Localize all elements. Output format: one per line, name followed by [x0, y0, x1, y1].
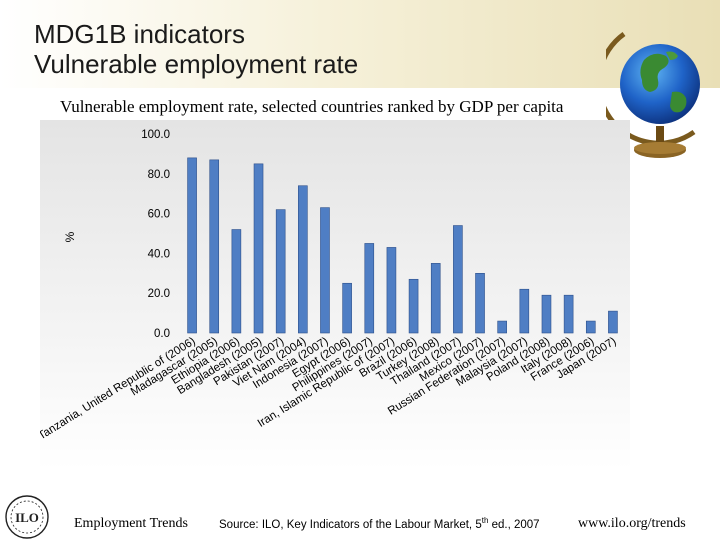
y-axis-label: %	[63, 231, 77, 242]
bar	[541, 294, 552, 334]
bar	[453, 225, 463, 334]
vulnerable-employment-chart: % 0.0 20.0 40.0 60.0 80.0 100.0 Tanzania, Unite…	[40, 129, 619, 442]
bar	[497, 320, 507, 334]
footer-source-main: Source: ILO, Key Indicators of the Labou…	[219, 518, 482, 531]
ilo-logo-icon: ILO	[5, 495, 49, 539]
bar	[209, 159, 220, 334]
bar	[563, 294, 574, 334]
footer-source-end: ed., 2007	[488, 518, 540, 531]
chart-title: Vulnerable employment rate, selected cou…	[60, 97, 564, 116]
bar	[298, 185, 308, 334]
bar	[187, 157, 197, 334]
bar	[386, 247, 397, 334]
y-tick-label: 100.0	[141, 129, 170, 141]
slide-title-line2: Vulnerable employment rate	[34, 49, 359, 79]
header-band	[0, 0, 720, 88]
bar	[519, 288, 530, 334]
y-tick-label: 60.0	[148, 209, 170, 221]
globe-icon	[606, 31, 700, 158]
footer-source: Source: ILO, Key Indicators of the Labou…	[219, 516, 540, 531]
footer-left: Employment Trends	[74, 516, 188, 531]
ilo-logo-text: ILO	[15, 510, 39, 525]
bar	[408, 278, 419, 334]
y-tick-label: 0.0	[154, 328, 170, 340]
bar	[275, 209, 286, 334]
bar	[320, 207, 330, 334]
slide-title-line1: MDG1B indicators	[34, 19, 245, 49]
bar	[585, 320, 596, 334]
y-tick-label: 20.0	[148, 288, 170, 300]
chart-panel: % 0.0 20.0 40.0 60.0 80.0 100.0 Tanzania, Unite…	[40, 120, 630, 470]
bar	[475, 273, 485, 334]
bar	[253, 163, 264, 334]
footer-url: www.ilo.org/trends	[578, 516, 686, 531]
x-tick-label: Tanzania, United Republic of (2006)	[40, 335, 198, 442]
y-tick-label: 40.0	[148, 248, 170, 260]
bar	[342, 282, 352, 334]
footer-source-sup: th	[481, 516, 489, 525]
bar	[608, 310, 618, 334]
bar	[430, 263, 441, 334]
bar	[231, 229, 242, 334]
y-tick-label: 80.0	[148, 169, 170, 181]
bar	[364, 243, 375, 334]
